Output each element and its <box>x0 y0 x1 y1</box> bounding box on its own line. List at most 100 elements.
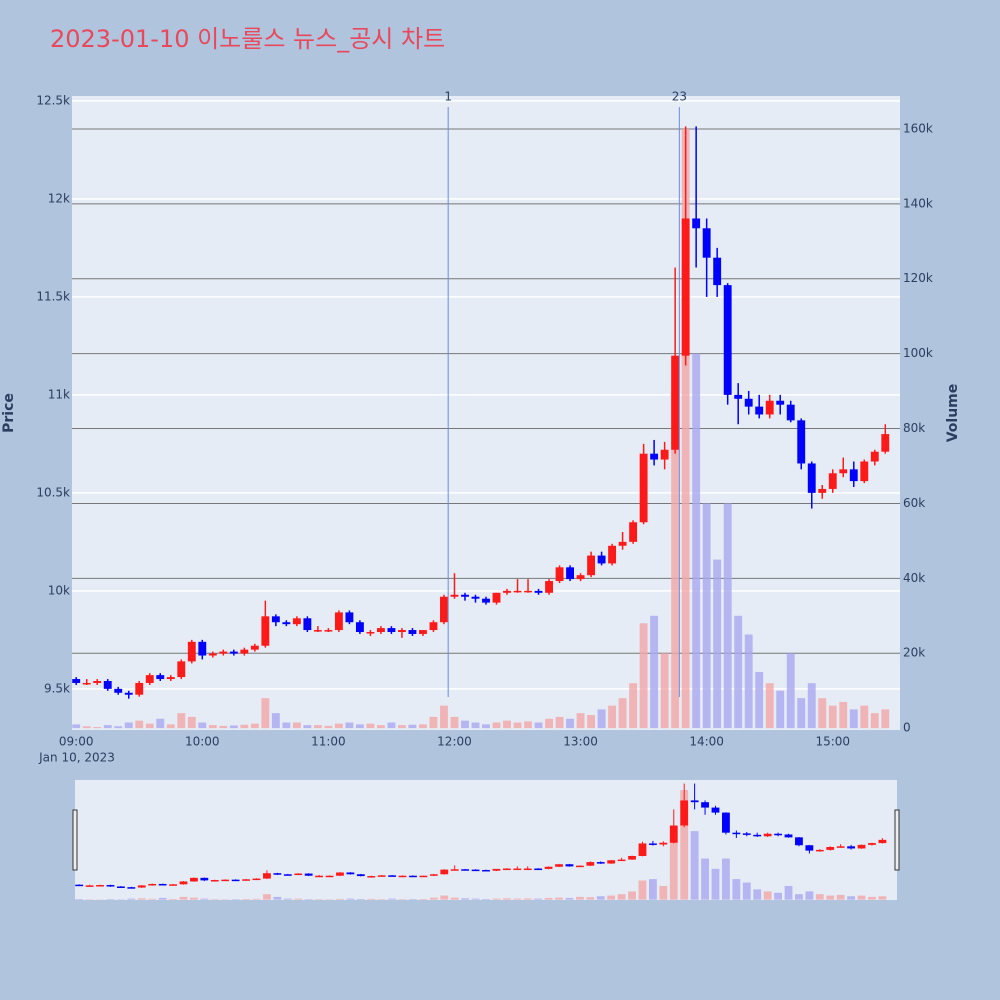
slider-volume-bar <box>461 898 470 900</box>
slider-candle-body <box>367 876 376 878</box>
y-tick-label: 11k <box>48 387 70 401</box>
volume-bar <box>292 722 301 729</box>
slider-volume-bar <box>304 899 313 900</box>
candle-body <box>313 630 322 632</box>
volume-bar <box>492 722 501 729</box>
volume-bar <box>860 705 869 729</box>
slider-volume-bar <box>429 897 438 900</box>
volume-bar <box>566 718 575 729</box>
volume-bar <box>881 709 890 729</box>
slider-volume-bar <box>565 897 574 900</box>
volume-bar <box>534 722 543 729</box>
slider-candle-body <box>648 843 657 845</box>
candle-body <box>870 451 879 462</box>
candle-body <box>334 612 343 631</box>
slider-handle[interactable] <box>894 809 900 871</box>
y-tick-label: 10.5k <box>36 485 70 499</box>
volume-bar <box>597 709 606 729</box>
volume-bar <box>145 723 154 729</box>
slider-volume-bar <box>784 885 793 900</box>
slider-candle-body <box>273 873 282 875</box>
y-tick-label: 12k <box>48 191 70 205</box>
candle-body <box>103 681 112 689</box>
slider-candle-body <box>607 860 616 864</box>
slider-candle-body <box>711 807 720 813</box>
slider-volume-bar <box>596 896 605 900</box>
y-axis-title: Price <box>1 393 17 433</box>
slider-candle-body <box>158 883 167 886</box>
candle-body <box>545 581 553 593</box>
volume-bar <box>303 725 312 729</box>
volume-bar <box>524 721 532 729</box>
volume-bar <box>229 725 238 729</box>
candle-body <box>492 592 501 603</box>
slider-candle-body <box>85 885 94 887</box>
candle-body <box>376 628 385 633</box>
slider-volume-bar <box>356 898 365 900</box>
range-slider[interactable] <box>75 780 897 900</box>
slider-candle-body <box>190 877 198 882</box>
slider-candle-body <box>75 884 84 887</box>
slider-candle-body <box>461 869 470 871</box>
volume-bar <box>334 723 343 729</box>
volume-bar <box>408 724 417 729</box>
slider-volume-bar <box>388 898 397 900</box>
candle-body <box>881 434 890 452</box>
slider-candle-body <box>179 881 188 885</box>
candle-body <box>723 285 732 395</box>
candle-body <box>681 218 690 356</box>
slider-candle-body <box>450 869 459 871</box>
slider-volume-bar <box>868 896 876 900</box>
volume-bar <box>786 653 795 729</box>
slider-candle-body <box>398 875 407 878</box>
y2-tick-label: 80k <box>903 421 925 435</box>
volume-bar <box>828 705 837 729</box>
candle-body <box>828 473 837 489</box>
volume-bar <box>208 725 217 729</box>
slider-candle-body <box>325 875 334 878</box>
candle-body <box>324 630 333 632</box>
x-tick-label: 12:00 <box>437 735 472 749</box>
slider-handle[interactable] <box>72 809 78 871</box>
volume-bar <box>271 713 280 729</box>
volume-bar <box>639 623 648 729</box>
slider-volume-bar <box>440 895 449 900</box>
candle-body <box>597 555 606 564</box>
slider-candle-body <box>815 849 824 852</box>
candle-body <box>345 612 354 623</box>
slider-candle-body <box>231 879 240 882</box>
slider-volume-bar <box>774 892 782 900</box>
slider-volume-bar <box>158 897 167 900</box>
volume-bar <box>755 671 764 729</box>
y2-tick-label: 120k <box>903 271 933 285</box>
candle-body <box>429 622 438 631</box>
volume-bar <box>681 128 690 729</box>
candle-body <box>734 394 743 399</box>
slider-candle-body <box>283 874 292 876</box>
volume-bar <box>198 722 207 729</box>
volume-bar <box>156 718 165 729</box>
volume-bar <box>250 723 259 729</box>
slider-volume-bar <box>471 898 480 900</box>
volume-bar <box>765 683 774 729</box>
candle-body <box>145 675 154 683</box>
slider-candle-body <box>346 872 355 875</box>
volume-bar <box>702 503 711 729</box>
x-sublabel: Jan 10, 2023 <box>38 751 115 765</box>
volume-bar <box>776 690 785 729</box>
slider-candle-body <box>137 885 146 888</box>
slider-volume-bar <box>252 898 261 900</box>
x-tick-label: 13:00 <box>563 735 598 749</box>
candle-body <box>240 649 249 654</box>
candle-body <box>250 645 259 650</box>
candle-body <box>72 679 81 683</box>
slider-volume-bar <box>367 898 376 900</box>
news-marker-label: 1 <box>444 90 452 104</box>
slider-candle-body <box>628 855 636 860</box>
candle-body <box>818 488 827 493</box>
slider-candle-body <box>784 834 793 838</box>
volume-bar <box>366 723 375 729</box>
slider-candle-body <box>96 885 104 887</box>
slider-candle-body <box>722 812 730 833</box>
slider-candle-body <box>742 833 751 835</box>
